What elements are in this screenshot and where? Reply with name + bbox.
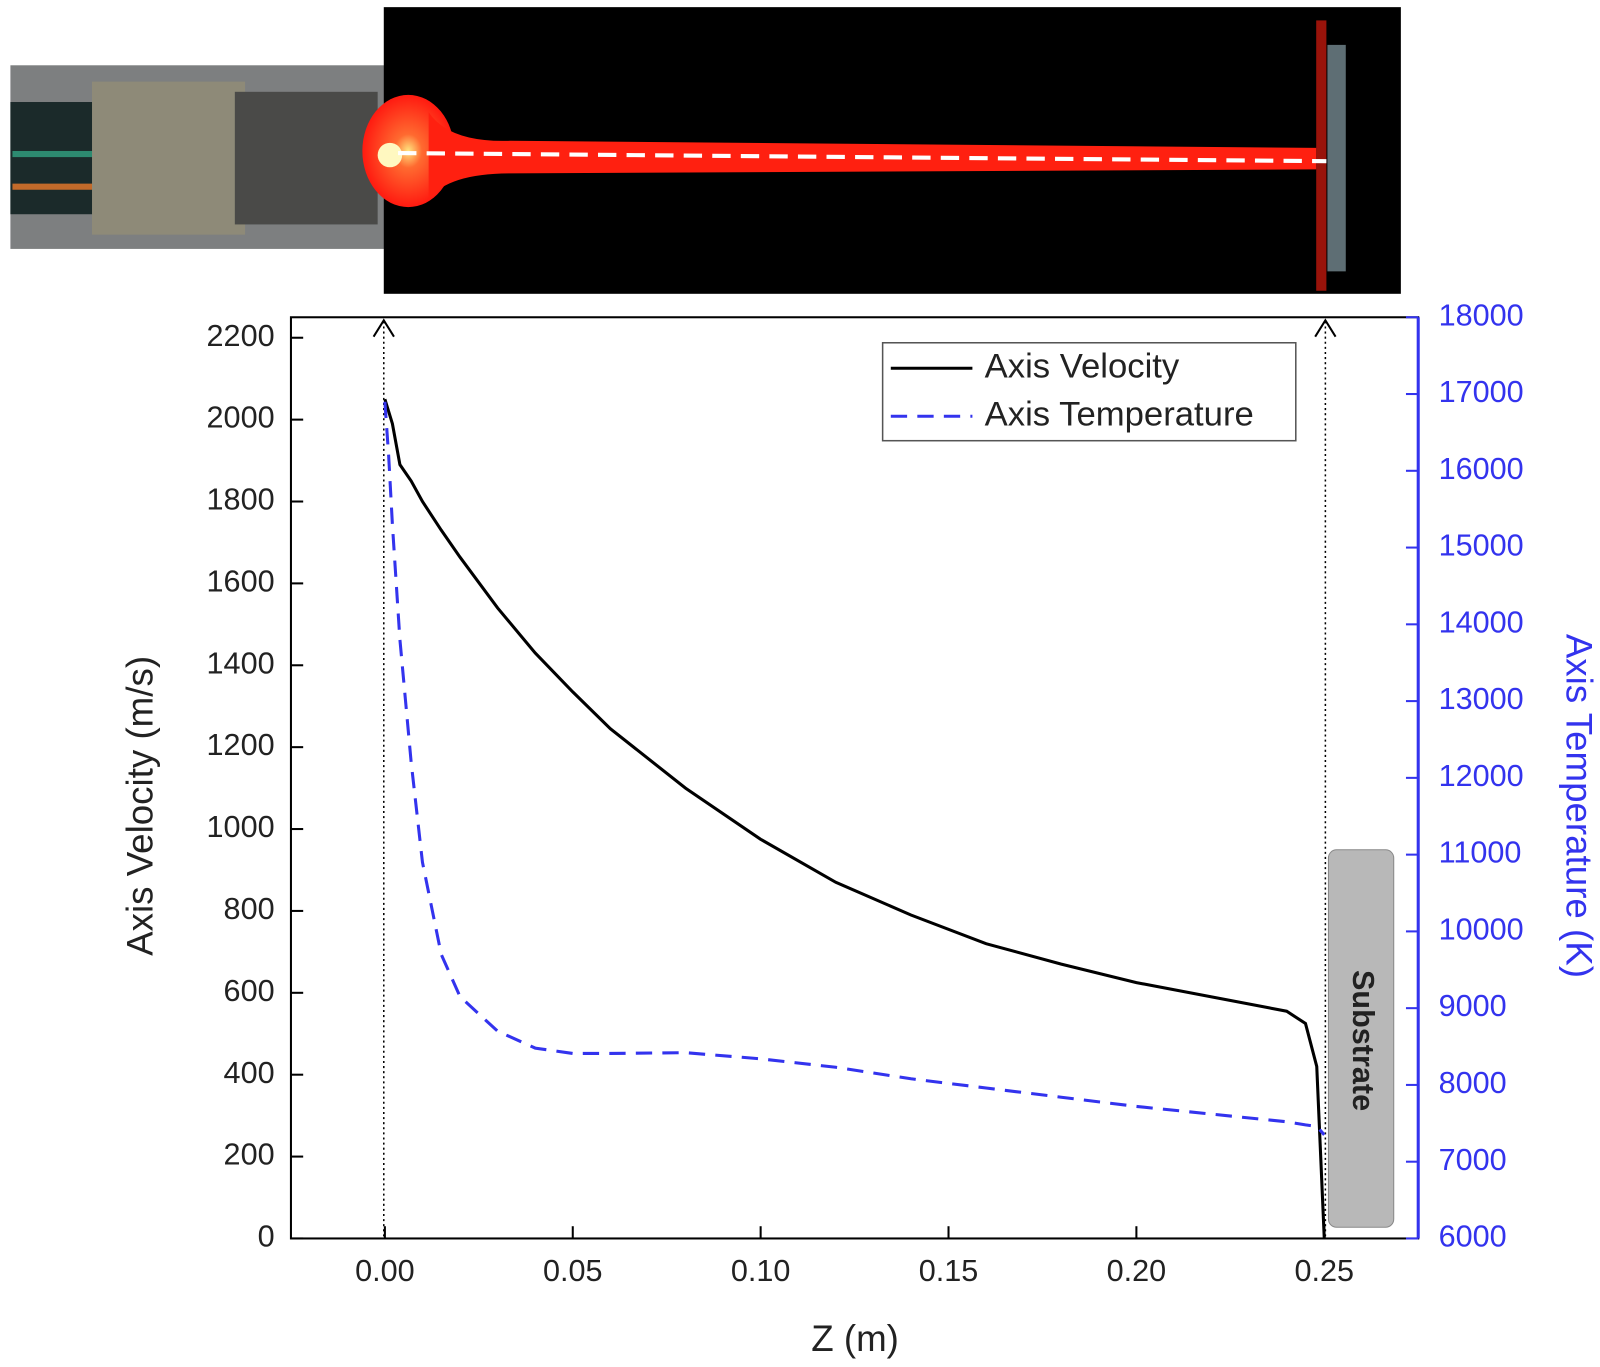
series-line [383,398,1326,1239]
y-tick-label: 1000 [207,810,275,844]
y2-axis-label: Axis Temperature (K) [1559,634,1600,978]
arrow-head [372,318,1337,338]
y2-tick-label: 10000 [1439,912,1524,946]
y-tick-label: 2200 [207,319,275,353]
series-line [383,401,1326,1136]
y2-tick-label: 15000 [1439,529,1524,563]
y2-tick-label: 18000 [1439,298,1524,332]
x-tick-label: 0.20 [1107,1254,1167,1288]
y-tick-label: 1600 [207,564,275,598]
y2-tick-label: 8000 [1439,1066,1507,1100]
x-tick-label: 0.15 [919,1254,979,1288]
legend-label: Axis Velocity [985,347,1180,385]
chart: Substrate Axis Velocity (m/s) Axis Tempe… [120,316,1600,1359]
plot-frame [289,316,1420,1240]
y-tick-label: 400 [224,1056,275,1090]
y-tick-label: 600 [224,974,275,1008]
x-axis-label: Z (m) [811,1318,899,1359]
legend-box [881,342,1297,442]
y2-tick-label: 17000 [1439,375,1524,409]
y2-tick-label: 14000 [1439,605,1524,639]
y-tick-label: 1200 [207,728,275,762]
photo [10,7,1401,294]
annotation: Substrate [1346,970,1380,1111]
y2-tick-label: 9000 [1439,989,1507,1023]
x-tick-label: 0.25 [1294,1254,1354,1288]
y-tick-label: 1800 [207,483,275,517]
y-tick-label: 2000 [207,401,275,435]
y-tick-label: 800 [224,892,275,926]
y2-tick-label: 12000 [1439,759,1524,793]
y2-tick-label: 13000 [1439,682,1524,716]
y-axis-label: Axis Velocity (m/s) [120,656,161,956]
y-tick-label: 1400 [207,646,275,680]
y2-tick-label: 6000 [1439,1220,1507,1254]
y-tick-label: 0 [258,1220,275,1254]
y2-tick-label: 11000 [1439,836,1522,870]
substrate-box [1327,849,1395,1228]
x-tick-label: 0.05 [543,1254,603,1288]
legend-label: Axis Temperature [985,395,1254,433]
x-tick-label: 0.10 [731,1254,791,1288]
y2-tick-label: 7000 [1439,1143,1507,1177]
x-tick-label: 0.00 [355,1254,415,1288]
y2-tick-label: 16000 [1439,452,1524,486]
y-tick-label: 200 [224,1138,275,1172]
